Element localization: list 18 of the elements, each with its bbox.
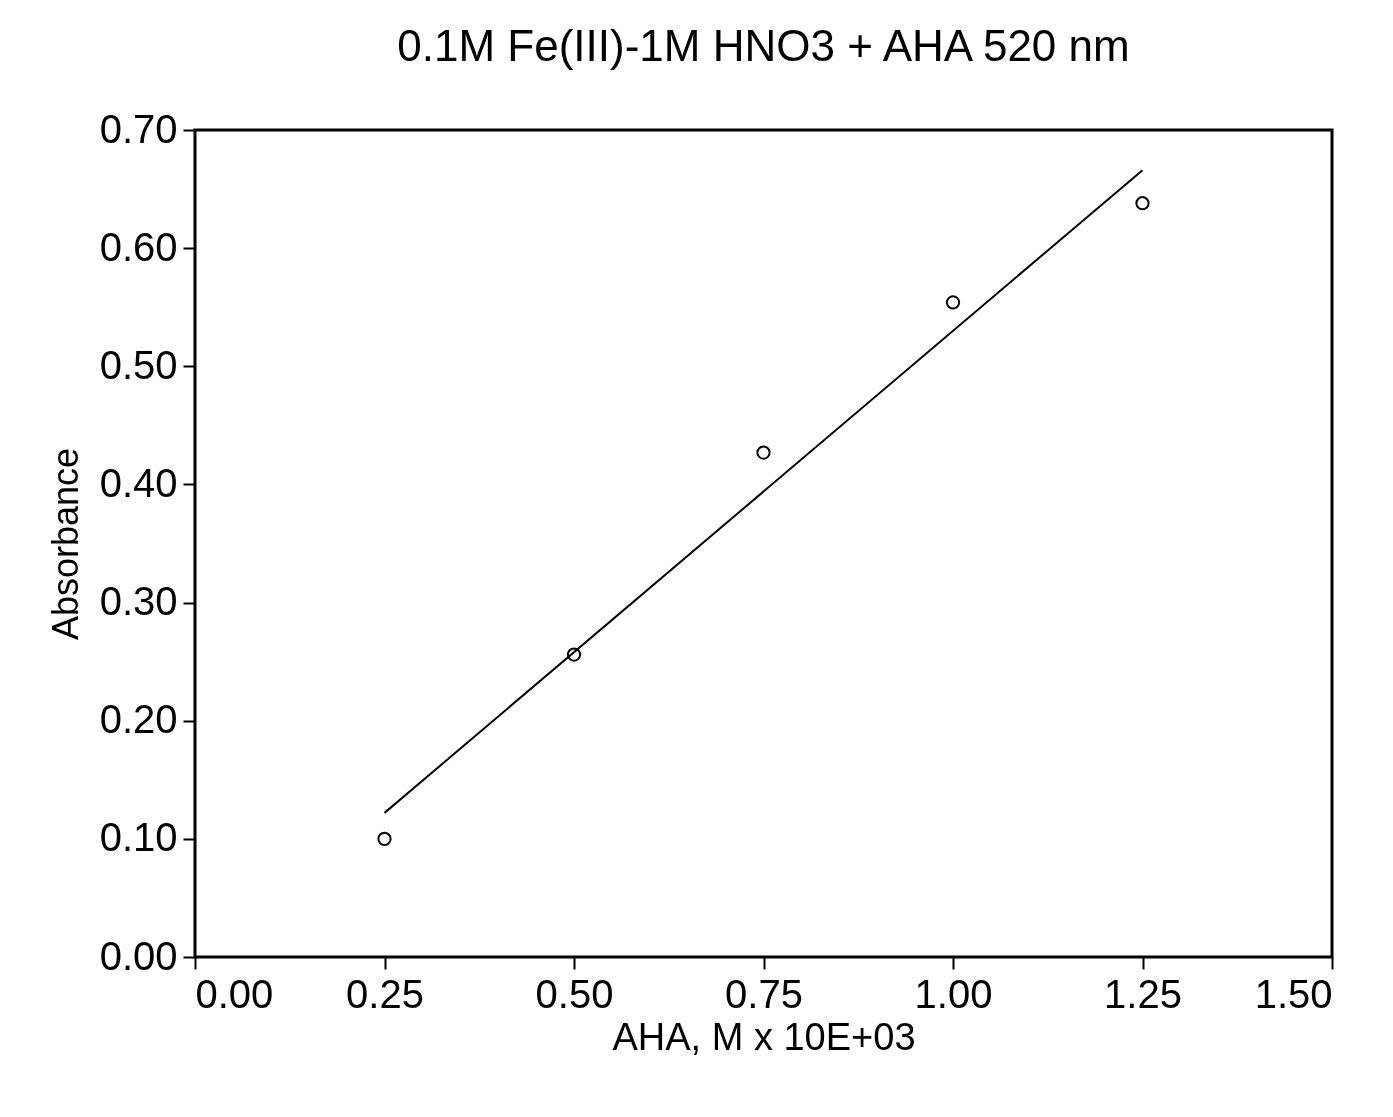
y-tick-label: 0.20 (99, 697, 178, 742)
x-tick-label: 0.25 (346, 971, 424, 1016)
y-tick-label: 0.50 (99, 342, 178, 387)
x-tick-label: 1.25 (1104, 971, 1182, 1016)
x-tick-label: 0.50 (535, 971, 614, 1016)
y-tick-label: 0.10 (99, 815, 178, 860)
x-axis-title: AHA, M x 10E+03 (612, 1015, 916, 1058)
y-tick-label: 0.30 (99, 579, 178, 624)
y-tick-label: 0.40 (99, 460, 178, 505)
x-tick-label: 1.00 (914, 971, 993, 1016)
y-axis-title: Absorbance (44, 447, 86, 641)
x-tick-label: 0.75 (725, 971, 803, 1016)
y-tick-label: 0.00 (99, 933, 178, 978)
chart-title: 0.1M Fe(III)-1M HNO3 + AHA 520 nm (397, 21, 1130, 70)
x-tick-label: 1.50 (1254, 971, 1333, 1016)
x-tick-label: 0.00 (195, 971, 274, 1016)
y-tick-label: 0.60 (99, 224, 178, 269)
y-tick-label: 0.70 (99, 106, 178, 151)
